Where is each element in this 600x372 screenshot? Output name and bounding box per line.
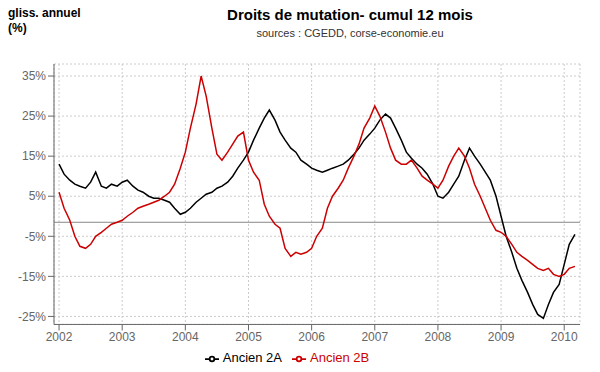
svg-text:2009: 2009 [488, 330, 515, 344]
svg-text:-25%: -25% [18, 310, 46, 324]
svg-text:2004: 2004 [172, 330, 199, 344]
svg-text:2010: 2010 [551, 330, 578, 344]
html-text:Ancien 2B: Ancien 2B [310, 350, 370, 366]
svg-text:2007: 2007 [361, 330, 388, 344]
svg-text:15%: 15% [22, 149, 46, 163]
html-text:gliss. annuel: gliss. annuel [8, 6, 81, 20]
svg-text:-15%: -15% [18, 270, 46, 284]
svg-text:-5%: -5% [25, 230, 47, 244]
html-text:sources : CGEDD, corse-economi: sources : CGEDD, corse-economie.eu [256, 27, 444, 39]
svg-text:25%: 25% [22, 109, 46, 123]
html-text:Ancien 2A: Ancien 2A [222, 350, 282, 366]
svg-text:2006: 2006 [298, 330, 325, 344]
svg-text:2005: 2005 [235, 330, 262, 344]
svg-text:35%: 35% [22, 69, 46, 83]
svg-text:2003: 2003 [109, 330, 136, 344]
svg-text:5%: 5% [29, 189, 47, 203]
html-text:Droits de mutation- cumul 12 m: Droits de mutation- cumul 12 mois [227, 6, 473, 23]
svg-text:2008: 2008 [425, 330, 452, 344]
svg-text:2002: 2002 [46, 330, 73, 344]
